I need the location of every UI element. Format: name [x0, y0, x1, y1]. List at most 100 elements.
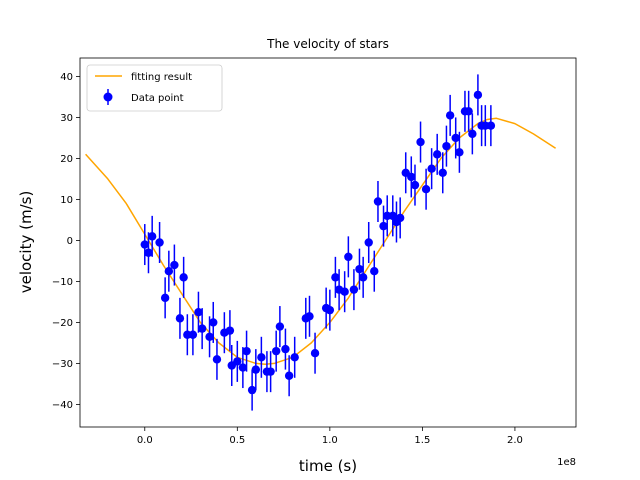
data-point [242, 330, 251, 372]
point-marker [310, 349, 320, 358]
point-marker [194, 308, 203, 317]
y-tick-label: −10 [52, 277, 73, 288]
point-marker [355, 264, 364, 274]
point-marker [331, 273, 340, 282]
point-marker [140, 240, 149, 249]
point-marker [251, 365, 261, 374]
data-point [160, 277, 170, 319]
data-point [179, 256, 188, 298]
point-marker [325, 305, 335, 315]
point-marker [464, 107, 473, 116]
y-tick-label: −40 [52, 400, 73, 411]
y-axis: −40 −30 −20 −10 0 10 20 30 40 [52, 72, 80, 411]
point-marker [410, 180, 420, 190]
data-point [388, 195, 397, 237]
point-marker [388, 211, 397, 221]
point-marker [188, 330, 198, 339]
data-point [290, 336, 299, 378]
point-marker [233, 357, 242, 366]
data-point [188, 314, 198, 356]
data-point [395, 197, 405, 239]
data-point [247, 369, 257, 411]
data-point [349, 269, 359, 311]
point-marker [364, 238, 373, 247]
point-marker [275, 322, 285, 331]
point-marker [271, 346, 281, 356]
y-tick-label: 40 [60, 72, 73, 83]
data-point [438, 152, 447, 194]
point-marker [427, 164, 436, 173]
point-marker [421, 185, 431, 194]
data-point [325, 289, 335, 331]
data-point [238, 347, 248, 389]
point-marker [340, 287, 349, 296]
data-point [358, 256, 368, 298]
data-point [225, 310, 235, 352]
legend-points-label: Data point [131, 93, 184, 104]
data-point [344, 236, 353, 278]
point-marker [445, 111, 455, 120]
point-marker [175, 314, 185, 323]
data-point [486, 105, 496, 147]
data-point [410, 164, 420, 206]
data-point [144, 232, 153, 274]
data-point [427, 148, 436, 190]
point-marker [373, 197, 383, 206]
plot-frame [79, 57, 577, 428]
data-point [464, 90, 473, 132]
x-axis-label: time (s) [299, 457, 357, 475]
point-marker [164, 267, 174, 276]
point-marker [242, 346, 251, 356]
plot-area [80, 58, 576, 427]
x-tick-label: 2.0 [507, 435, 523, 446]
data-point [468, 113, 477, 155]
point-marker [147, 232, 157, 241]
data-point [197, 308, 207, 350]
point-marker [257, 353, 266, 362]
y-tick-label: −20 [52, 318, 73, 329]
point-marker [155, 238, 164, 247]
data-point [421, 168, 431, 210]
data-point [473, 74, 483, 116]
data-point [164, 250, 174, 292]
point-marker [438, 168, 447, 177]
point-marker [379, 221, 388, 231]
legend-fit-label: fitting result [131, 72, 192, 83]
x-tick-label: 1.0 [322, 435, 338, 446]
point-marker [407, 172, 416, 182]
data-point [455, 131, 464, 173]
point-marker [432, 150, 442, 159]
legend-points-marker [103, 92, 113, 102]
point-marker [344, 252, 353, 262]
point-marker [395, 213, 405, 223]
data-point [284, 355, 294, 397]
data-point [170, 244, 179, 286]
x-axis: 0.0 0.5 1.0 1.5 2.0 [137, 427, 523, 446]
data-point [266, 351, 275, 393]
x-tick-label: 0.0 [137, 435, 153, 446]
data-point [233, 340, 242, 382]
point-marker [212, 355, 222, 364]
point-marker [284, 371, 294, 380]
point-marker [247, 385, 257, 395]
data-point [194, 291, 203, 333]
x-tick-label: 1.5 [414, 435, 430, 446]
point-marker [349, 285, 359, 294]
point-marker [281, 344, 290, 354]
point-marker [370, 267, 379, 276]
data-point [416, 121, 425, 163]
y-tick-label: −30 [52, 359, 73, 370]
point-marker [179, 273, 188, 282]
data-point [310, 332, 320, 374]
data-point [212, 338, 222, 380]
data-point [379, 205, 388, 247]
point-marker [305, 312, 314, 321]
data-point [370, 250, 379, 292]
data-point [281, 328, 290, 370]
data-point [355, 248, 364, 290]
point-marker [468, 129, 477, 139]
x-tick-label: 0.5 [229, 435, 245, 446]
point-marker [451, 133, 460, 143]
data-point [271, 330, 281, 372]
